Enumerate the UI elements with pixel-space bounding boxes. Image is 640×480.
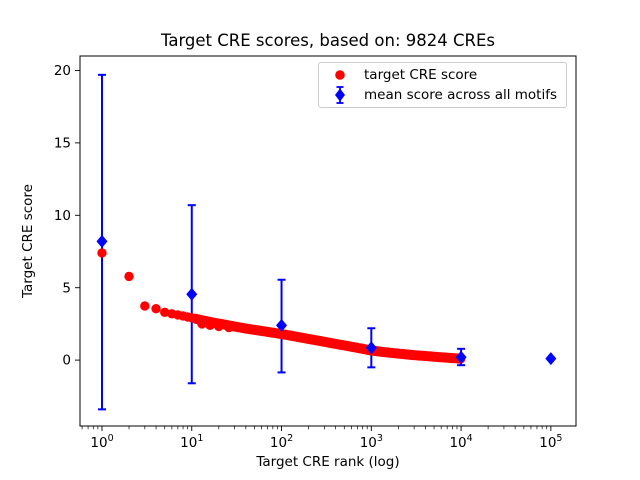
axes-frame [79,55,577,427]
y-ticks: 0 5 10 15 20 [54,63,80,369]
y-tick-label: 20 [54,63,71,79]
x-tick-label: 105 [539,433,562,451]
legend-marker-blue-diamond-icon [335,86,345,105]
target-score-point [160,307,170,318]
chart-title: Target CRE scores, based on: 9824 CREs [160,31,496,50]
mean-diamond [365,341,377,355]
error-bars [97,73,555,411]
target-score-point [151,304,161,314]
legend-label-mean-score: mean score across all motifs [364,87,558,104]
mean-diamond [455,350,467,364]
x-tick-label: 102 [270,433,293,451]
mean-diamond [186,287,198,301]
legend-item-mean-score: mean score across all motifs [323,85,562,105]
mean-series [96,234,557,366]
y-tick-label: 10 [54,208,71,224]
y-tick-label: 15 [54,135,71,151]
legend-item-target-cre-score: target CRE score [323,65,562,85]
legend-label-target-cre-score: target CRE score [364,66,478,83]
x-tick-label: 100 [90,433,113,451]
target-score-point [205,320,215,331]
target-score-point [140,301,150,311]
y-tick-label: 0 [62,353,71,369]
y-tick-label: 5 [62,280,71,296]
x-axis-label: Target CRE rank (log) [256,454,400,470]
target-score-point [124,271,134,282]
x-tick-label: 101 [180,433,203,451]
y-axis-label: Target CRE score [20,184,36,298]
mean-diamond [545,352,557,366]
target-score-point [97,248,107,258]
x-tick-label: 103 [360,433,383,451]
target-score-band [190,313,466,364]
legend-marker-red-dot-icon [335,69,345,80]
mean-diamond [96,234,108,248]
target-score-point [224,322,234,333]
mean-diamond [276,318,288,332]
legend: target CRE score mean score across all m… [318,62,567,108]
red-series [97,248,466,364]
x-ticks: 100 101 102 103 104 105 [81,426,562,451]
target-score-point [197,319,207,329]
x-tick-label: 104 [449,433,472,451]
target-score-point [214,321,224,332]
